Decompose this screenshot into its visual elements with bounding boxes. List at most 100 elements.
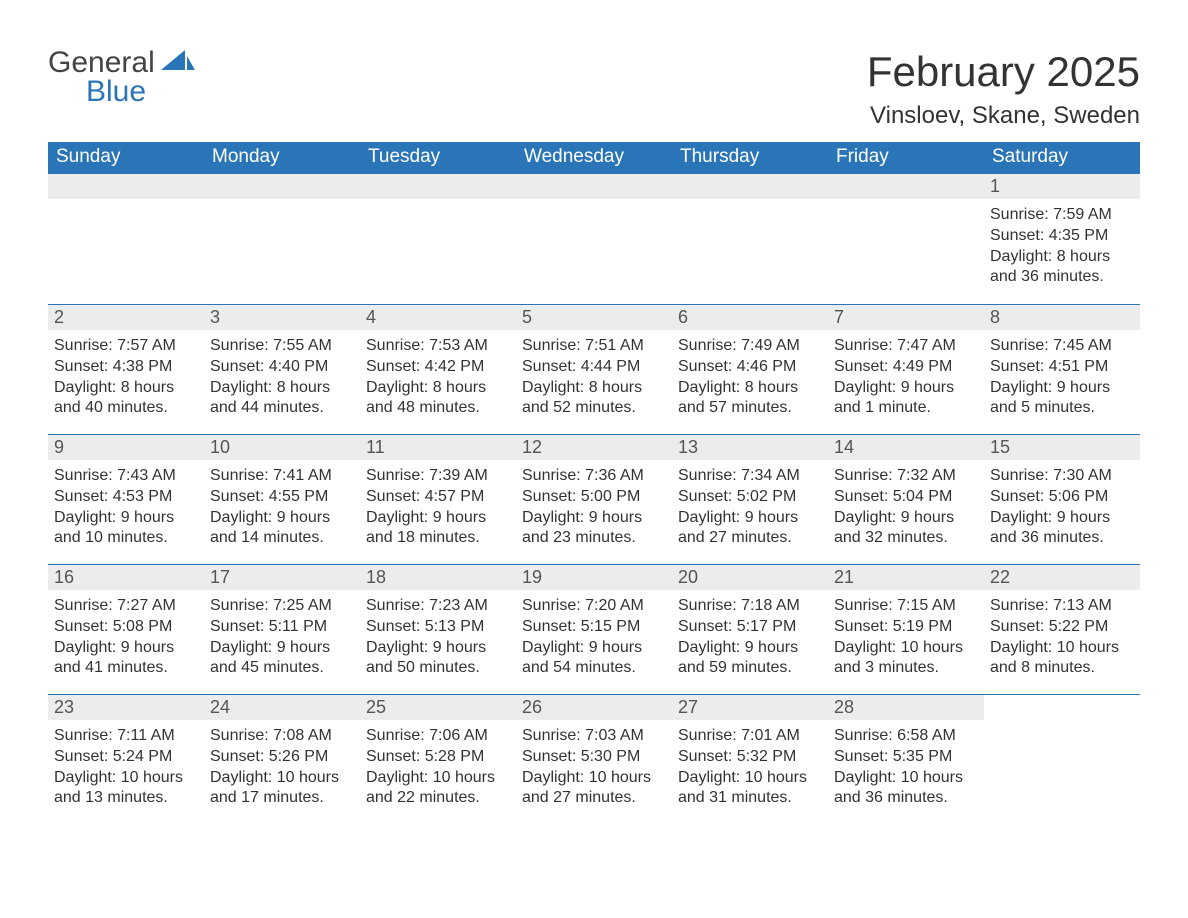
calendar-week-row: 1Sunrise: 7:59 AMSunset: 4:35 PMDaylight… [48, 174, 1140, 304]
calendar-cell: 18Sunrise: 7:23 AMSunset: 5:13 PMDayligh… [360, 564, 516, 694]
day-number: 8 [984, 305, 1140, 330]
day-info-line: Sunrise: 7:36 AM [522, 466, 666, 487]
day-info-line: and 27 minutes. [522, 788, 666, 809]
day-info-line: Daylight: 9 hours [990, 508, 1134, 529]
day-wrap [360, 174, 516, 199]
day-info-line: and 1 minute. [834, 398, 978, 419]
day-info-line: Sunset: 5:26 PM [210, 747, 354, 768]
day-info-line: Sunrise: 7:39 AM [366, 466, 510, 487]
day-info-line: Sunset: 4:57 PM [366, 487, 510, 508]
day-number: 13 [672, 435, 828, 460]
day-wrap: 15Sunrise: 7:30 AMSunset: 5:06 PMDayligh… [984, 434, 1140, 549]
day-info-line: Sunset: 5:32 PM [678, 747, 822, 768]
day-wrap: 7Sunrise: 7:47 AMSunset: 4:49 PMDaylight… [828, 304, 984, 419]
day-info: Sunrise: 7:06 AMSunset: 5:28 PMDaylight:… [360, 720, 516, 809]
day-number: 25 [360, 695, 516, 720]
day-number: 6 [672, 305, 828, 330]
day-info-line: Sunrise: 7:34 AM [678, 466, 822, 487]
day-info-line: Daylight: 8 hours [210, 378, 354, 399]
day-info-line: Daylight: 10 hours [366, 768, 510, 789]
day-info-line: Daylight: 9 hours [522, 508, 666, 529]
day-info-line: Sunset: 5:35 PM [834, 747, 978, 768]
day-number [204, 174, 360, 199]
day-number [360, 174, 516, 199]
calendar-week-row: 9Sunrise: 7:43 AMSunset: 4:53 PMDaylight… [48, 434, 1140, 564]
day-info: Sunrise: 7:36 AMSunset: 5:00 PMDaylight:… [516, 460, 672, 549]
day-info-line: Sunset: 5:11 PM [210, 617, 354, 638]
day-wrap: 21Sunrise: 7:15 AMSunset: 5:19 PMDayligh… [828, 564, 984, 679]
weekday-header: Sunday [48, 142, 204, 174]
day-info: Sunrise: 7:03 AMSunset: 5:30 PMDaylight:… [516, 720, 672, 809]
day-number: 18 [360, 565, 516, 590]
day-number: 21 [828, 565, 984, 590]
day-info-line: Sunset: 4:49 PM [834, 357, 978, 378]
day-info-line: Sunset: 5:17 PM [678, 617, 822, 638]
day-info: Sunrise: 7:23 AMSunset: 5:13 PMDaylight:… [360, 590, 516, 679]
day-number: 19 [516, 565, 672, 590]
day-wrap: 13Sunrise: 7:34 AMSunset: 5:02 PMDayligh… [672, 434, 828, 549]
day-info-line: Sunrise: 7:59 AM [990, 205, 1134, 226]
day-info-line: Sunrise: 7:06 AM [366, 726, 510, 747]
day-number: 5 [516, 305, 672, 330]
day-info-line: Daylight: 9 hours [990, 378, 1134, 399]
day-info-line: Sunrise: 7:47 AM [834, 336, 978, 357]
day-info: Sunrise: 7:45 AMSunset: 4:51 PMDaylight:… [984, 330, 1140, 419]
day-info-line: and 31 minutes. [678, 788, 822, 809]
day-info-line: Daylight: 9 hours [678, 508, 822, 529]
calendar-cell: 19Sunrise: 7:20 AMSunset: 5:15 PMDayligh… [516, 564, 672, 694]
calendar-cell: 26Sunrise: 7:03 AMSunset: 5:30 PMDayligh… [516, 694, 672, 824]
day-wrap: 11Sunrise: 7:39 AMSunset: 4:57 PMDayligh… [360, 434, 516, 549]
day-info-line: Sunrise: 7:20 AM [522, 596, 666, 617]
calendar-cell [360, 174, 516, 304]
day-info-line: Daylight: 10 hours [834, 638, 978, 659]
day-info: Sunrise: 7:47 AMSunset: 4:49 PMDaylight:… [828, 330, 984, 419]
day-wrap: 24Sunrise: 7:08 AMSunset: 5:26 PMDayligh… [204, 694, 360, 809]
day-info: Sunrise: 7:49 AMSunset: 4:46 PMDaylight:… [672, 330, 828, 419]
day-info-line: Sunrise: 7:32 AM [834, 466, 978, 487]
day-info-line: and 14 minutes. [210, 528, 354, 549]
day-number: 22 [984, 565, 1140, 590]
day-info-line: and 17 minutes. [210, 788, 354, 809]
day-info-line: Sunset: 4:55 PM [210, 487, 354, 508]
day-number: 24 [204, 695, 360, 720]
calendar-cell: 13Sunrise: 7:34 AMSunset: 5:02 PMDayligh… [672, 434, 828, 564]
weekday-header: Friday [828, 142, 984, 174]
day-info-line: Sunset: 5:00 PM [522, 487, 666, 508]
day-wrap [828, 174, 984, 199]
day-info: Sunrise: 6:58 AMSunset: 5:35 PMDaylight:… [828, 720, 984, 809]
day-number: 16 [48, 565, 204, 590]
day-info-line: Sunrise: 7:51 AM [522, 336, 666, 357]
title-block: February 2025 Vinsloev, Skane, Sweden [867, 48, 1140, 130]
weekday-header: Tuesday [360, 142, 516, 174]
day-info: Sunrise: 7:51 AMSunset: 4:44 PMDaylight:… [516, 330, 672, 419]
weekday-header-row: Sunday Monday Tuesday Wednesday Thursday… [48, 142, 1140, 174]
calendar-body: 1Sunrise: 7:59 AMSunset: 4:35 PMDaylight… [48, 174, 1140, 824]
day-wrap: 27Sunrise: 7:01 AMSunset: 5:32 PMDayligh… [672, 694, 828, 809]
day-number: 17 [204, 565, 360, 590]
day-number: 4 [360, 305, 516, 330]
day-wrap: 12Sunrise: 7:36 AMSunset: 5:00 PMDayligh… [516, 434, 672, 549]
day-info-line: Sunrise: 7:27 AM [54, 596, 198, 617]
day-info-line: Sunset: 4:40 PM [210, 357, 354, 378]
day-wrap: 18Sunrise: 7:23 AMSunset: 5:13 PMDayligh… [360, 564, 516, 679]
day-number [672, 174, 828, 199]
calendar-cell: 4Sunrise: 7:53 AMSunset: 4:42 PMDaylight… [360, 304, 516, 434]
day-info-line: Daylight: 10 hours [210, 768, 354, 789]
day-info-line: Sunset: 5:30 PM [522, 747, 666, 768]
calendar-cell: 28Sunrise: 6:58 AMSunset: 5:35 PMDayligh… [828, 694, 984, 824]
day-number: 12 [516, 435, 672, 460]
day-info-line: and 36 minutes. [990, 267, 1134, 288]
calendar-cell: 16Sunrise: 7:27 AMSunset: 5:08 PMDayligh… [48, 564, 204, 694]
day-info-line: Daylight: 8 hours [678, 378, 822, 399]
calendar-cell [48, 174, 204, 304]
day-info-line: and 40 minutes. [54, 398, 198, 419]
calendar-cell: 14Sunrise: 7:32 AMSunset: 5:04 PMDayligh… [828, 434, 984, 564]
day-info-line: Daylight: 9 hours [54, 508, 198, 529]
day-info: Sunrise: 7:55 AMSunset: 4:40 PMDaylight:… [204, 330, 360, 419]
day-info: Sunrise: 7:43 AMSunset: 4:53 PMDaylight:… [48, 460, 204, 549]
day-wrap: 14Sunrise: 7:32 AMSunset: 5:04 PMDayligh… [828, 434, 984, 549]
logo-word-blue: Blue [86, 77, 195, 107]
day-wrap: 23Sunrise: 7:11 AMSunset: 5:24 PMDayligh… [48, 694, 204, 809]
day-info-line: Sunset: 5:22 PM [990, 617, 1134, 638]
day-info: Sunrise: 7:01 AMSunset: 5:32 PMDaylight:… [672, 720, 828, 809]
